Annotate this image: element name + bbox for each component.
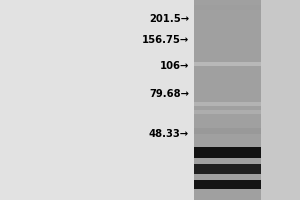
Bar xyxy=(194,110,261,114)
Text: 79.68→: 79.68→ xyxy=(149,89,189,99)
Bar xyxy=(0,0,194,200)
Bar xyxy=(194,62,261,66)
Bar xyxy=(194,0,261,200)
Bar xyxy=(194,5,261,10)
Text: 201.5→: 201.5→ xyxy=(149,14,189,24)
Bar xyxy=(194,164,261,174)
Bar xyxy=(194,102,261,106)
Text: 156.75→: 156.75→ xyxy=(142,35,189,45)
Bar xyxy=(194,180,261,189)
Text: 48.33→: 48.33→ xyxy=(149,129,189,139)
Bar xyxy=(194,147,261,158)
Bar xyxy=(194,128,261,134)
Text: 106→: 106→ xyxy=(160,61,189,71)
